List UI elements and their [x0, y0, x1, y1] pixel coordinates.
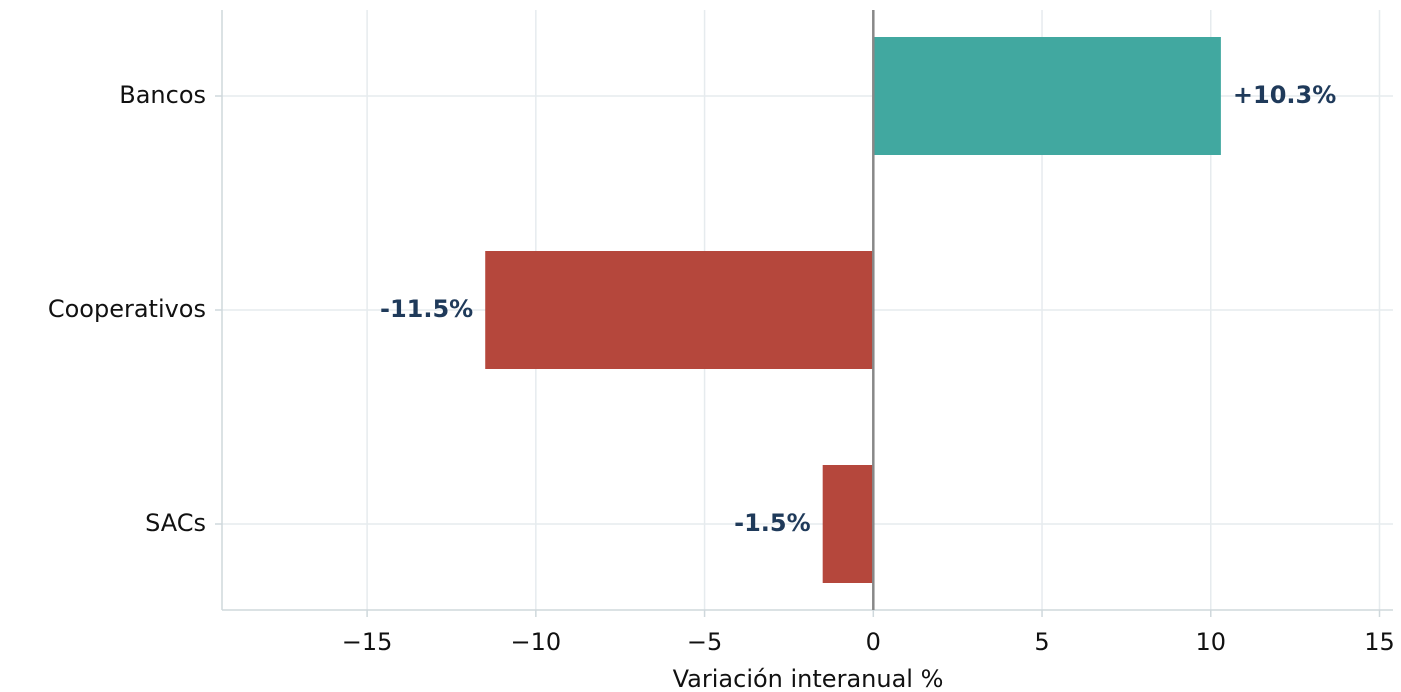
bar	[485, 251, 874, 369]
x-tick-label: −5	[687, 628, 722, 656]
x-tick-label: 10	[1195, 628, 1226, 656]
x-axis-label: Variación interanual %	[673, 665, 944, 692]
value-label: -11.5%	[380, 295, 473, 323]
x-tick-label: −15	[342, 628, 393, 656]
value-label: +10.3%	[1233, 81, 1336, 109]
y-tick-label: Cooperativos	[48, 295, 206, 323]
bar	[873, 37, 1221, 155]
y-tick-label: SACs	[145, 509, 206, 537]
x-tick-label: 5	[1034, 628, 1049, 656]
x-tick-label: 15	[1364, 628, 1395, 656]
bar	[822, 465, 874, 583]
x-tick-label: −10	[511, 628, 562, 656]
y-tick-label: Bancos	[119, 81, 206, 109]
x-tick-label: 0	[866, 628, 881, 656]
value-label: -1.5%	[734, 509, 811, 537]
